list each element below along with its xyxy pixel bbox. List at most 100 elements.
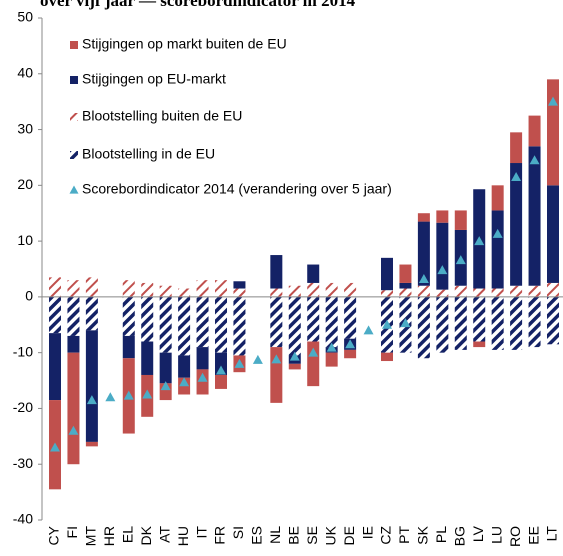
bar (381, 352, 393, 362)
bar (159, 352, 172, 384)
marker (474, 236, 485, 246)
marker (400, 318, 411, 328)
marker (455, 255, 466, 265)
x-tick-label: LV (470, 525, 486, 542)
bar (325, 352, 338, 367)
marker (160, 381, 171, 391)
bar (491, 288, 504, 297)
x-tick-label: IE (359, 526, 375, 539)
bar (270, 255, 283, 289)
y-tick-label: 0 (25, 288, 33, 304)
legend-label: Blootstelling buiten de EU (82, 108, 242, 124)
bar (270, 296, 283, 348)
bar (399, 264, 412, 283)
bar (436, 222, 449, 290)
bar (381, 257, 393, 291)
bar (417, 285, 430, 297)
legend-swatch (70, 151, 78, 159)
bar (510, 296, 523, 350)
bar (491, 210, 504, 289)
bar (325, 296, 338, 348)
bar (85, 296, 98, 331)
y-tick-label: -40 (13, 511, 33, 527)
x-tick-label: HR (101, 526, 117, 546)
bar (417, 213, 430, 222)
marker (511, 171, 522, 181)
marker (326, 342, 337, 352)
bar (288, 285, 301, 297)
y-tick-label: 40 (17, 64, 33, 80)
bar (547, 185, 559, 283)
x-tick-label: AT (156, 526, 172, 543)
x-tick-label: BG (451, 526, 467, 546)
marker (289, 351, 300, 361)
y-tick-label: 20 (17, 176, 33, 192)
bar (436, 296, 449, 353)
x-tick-label: RO (507, 526, 523, 547)
marker (437, 265, 448, 275)
bar (49, 296, 61, 334)
bar (491, 296, 504, 350)
bar (159, 285, 172, 297)
bar (436, 289, 449, 297)
bar (196, 347, 209, 370)
bar (307, 264, 320, 283)
y-tick-label: 10 (17, 232, 33, 248)
bar (344, 296, 357, 339)
bar (510, 163, 523, 286)
x-tick-label: EL (119, 526, 135, 543)
x-tick-label: IT (193, 526, 209, 539)
bar (85, 330, 98, 442)
legend-label: Blootstelling in de EU (82, 146, 215, 162)
bar (491, 185, 504, 211)
bar (307, 341, 320, 387)
legend-label: Stijgingen op markt buiten de EU (82, 36, 287, 52)
bar (122, 335, 135, 359)
marker (492, 228, 503, 238)
marker (234, 358, 245, 368)
marker (308, 347, 319, 357)
bar (307, 282, 320, 297)
legend-swatch (70, 76, 78, 84)
bar (67, 335, 80, 353)
bar (454, 210, 467, 230)
legend-label: Scorebordindicator 2014 (verandering ove… (82, 181, 392, 197)
bar (436, 210, 449, 223)
bar (122, 280, 135, 297)
bar (473, 288, 486, 297)
x-tick-label: PT (396, 526, 412, 544)
bar (233, 296, 246, 356)
legend-swatch (70, 41, 78, 49)
bar (528, 285, 541, 297)
bar (196, 280, 209, 297)
bar (417, 221, 430, 286)
bar (510, 132, 523, 164)
x-tick-label: NL (267, 526, 283, 544)
bar (85, 441, 98, 447)
bar (67, 280, 80, 297)
marker (252, 354, 263, 364)
bar (178, 355, 191, 378)
bar (178, 288, 191, 297)
bar (159, 296, 172, 353)
bar (528, 115, 541, 147)
legend-swatch (70, 113, 78, 121)
marker (363, 325, 374, 335)
bar (67, 296, 80, 336)
marker (50, 442, 60, 452)
y-tick-label: 50 (17, 9, 33, 25)
bar (288, 363, 301, 370)
bar (288, 296, 301, 356)
marker (548, 96, 558, 106)
bar (547, 79, 559, 186)
x-tick-label: DK (138, 525, 154, 545)
marker (271, 354, 282, 364)
bar (344, 349, 357, 359)
marker (529, 155, 540, 165)
bar (196, 369, 209, 395)
bar (547, 296, 559, 345)
marker (418, 274, 429, 284)
bar (344, 282, 357, 297)
